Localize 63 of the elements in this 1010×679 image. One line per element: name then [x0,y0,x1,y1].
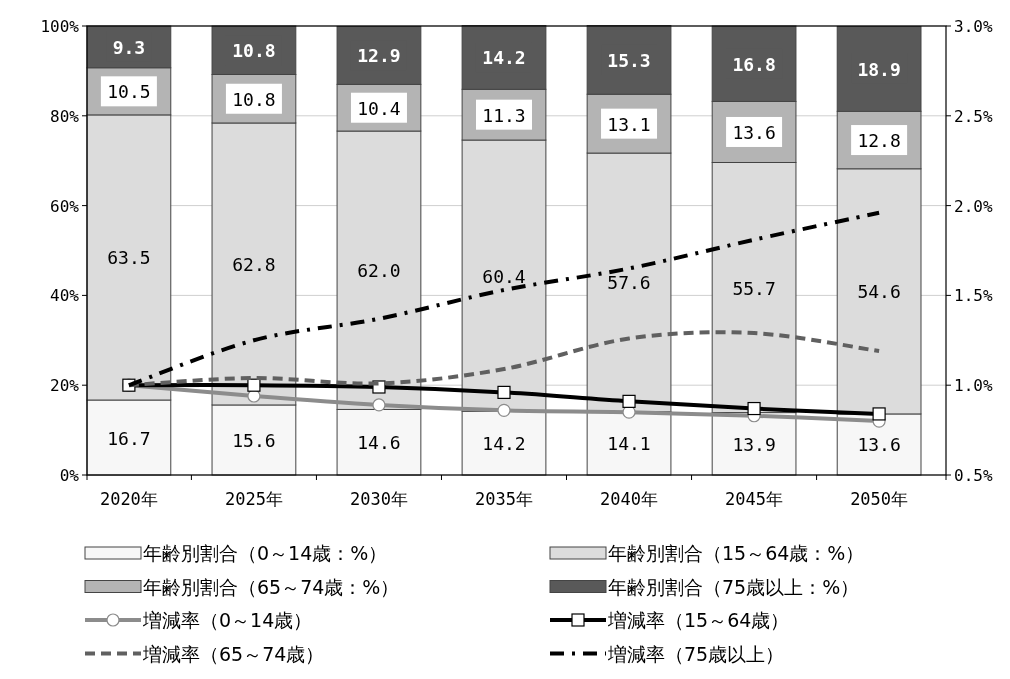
point [247,378,261,392]
data-label: 10.8 [232,40,276,62]
point [497,385,511,399]
x-tick-label: 2025年 [224,489,283,509]
y-tick-label: 100% [40,17,80,36]
legend-label: 増減率（65～74歳） [142,642,325,665]
y2-tick-label: 3.0% [954,17,993,36]
point [622,394,636,408]
data-label: 13.6 [857,434,901,456]
bar [586,411,672,476]
data-label: 10.4 [357,97,401,119]
legend-label: 増減率（15～64歳） [607,609,790,631]
y2-tick-label: 2.0% [954,196,993,216]
x-tick-label: 2045年 [725,489,784,509]
point [747,401,761,416]
data-label: 16.8 [732,53,776,75]
y2-tick-label: 1.0% [954,376,993,396]
legend-label: 増減率（75歳以上） [607,642,785,665]
data-label: 57.6 [607,272,651,294]
data-label: 11.3 [482,104,526,126]
data-label: 14.2 [482,47,526,69]
data-label: 63.5 [107,247,151,269]
y-tick-label: 40% [50,286,80,306]
data-label: 13.6 [732,121,776,143]
data-label: 10.5 [107,81,151,103]
data-label: 12.9 [357,45,401,67]
y2-tick-label: 2.5% [954,106,993,126]
legend-label: 増減率（0～14歳） [142,609,313,631]
data-label: 62.0 [357,260,401,282]
data-label: 10.8 [232,88,276,110]
data-label: 14.6 [357,432,401,454]
point [497,403,511,417]
data-label: 60.4 [482,265,526,287]
legend-label: 年齢別割合（15～64歳：%） [608,542,865,564]
data-label: 12.8 [857,130,901,152]
y-tick-label: 0% [59,466,80,485]
data-label: 13.1 [607,113,651,135]
x-tick-label: 2030年 [349,489,408,509]
legend-label: 年齢別割合（65～74歳：%） [143,575,400,598]
x-tick-label: 2040年 [600,489,659,509]
y-tick-label: 20% [50,376,80,396]
y-tick-label: 60% [50,196,80,216]
data-label: 15.3 [607,49,651,71]
data-label: 54.6 [857,281,901,303]
legend-label: 年齢別割合（75歳以上：%） [608,575,860,598]
y2-tick-label: 0.5% [954,466,993,485]
x-tick-label: 2035年 [475,489,533,509]
data-label: 14.2 [482,433,526,455]
data-label: 62.8 [232,253,276,275]
x-tick-label: 2020年 [99,489,158,509]
y2-tick-label: 1.5% [954,286,993,306]
data-label: 55.7 [732,277,776,299]
data-label: 16.7 [107,427,151,449]
data-label: 9.3 [112,36,146,58]
data-label: 15.6 [232,429,276,451]
point [872,407,886,421]
data-label: 14.1 [607,433,651,455]
data-label: 18.9 [857,58,901,80]
x-tick-label: 2050年 [850,489,909,509]
data-label: 13.9 [732,433,776,455]
point [372,398,386,412]
legend-label: 年齢別割合（0～14歳：%） [143,542,388,564]
y-tick-label: 80% [50,106,80,126]
